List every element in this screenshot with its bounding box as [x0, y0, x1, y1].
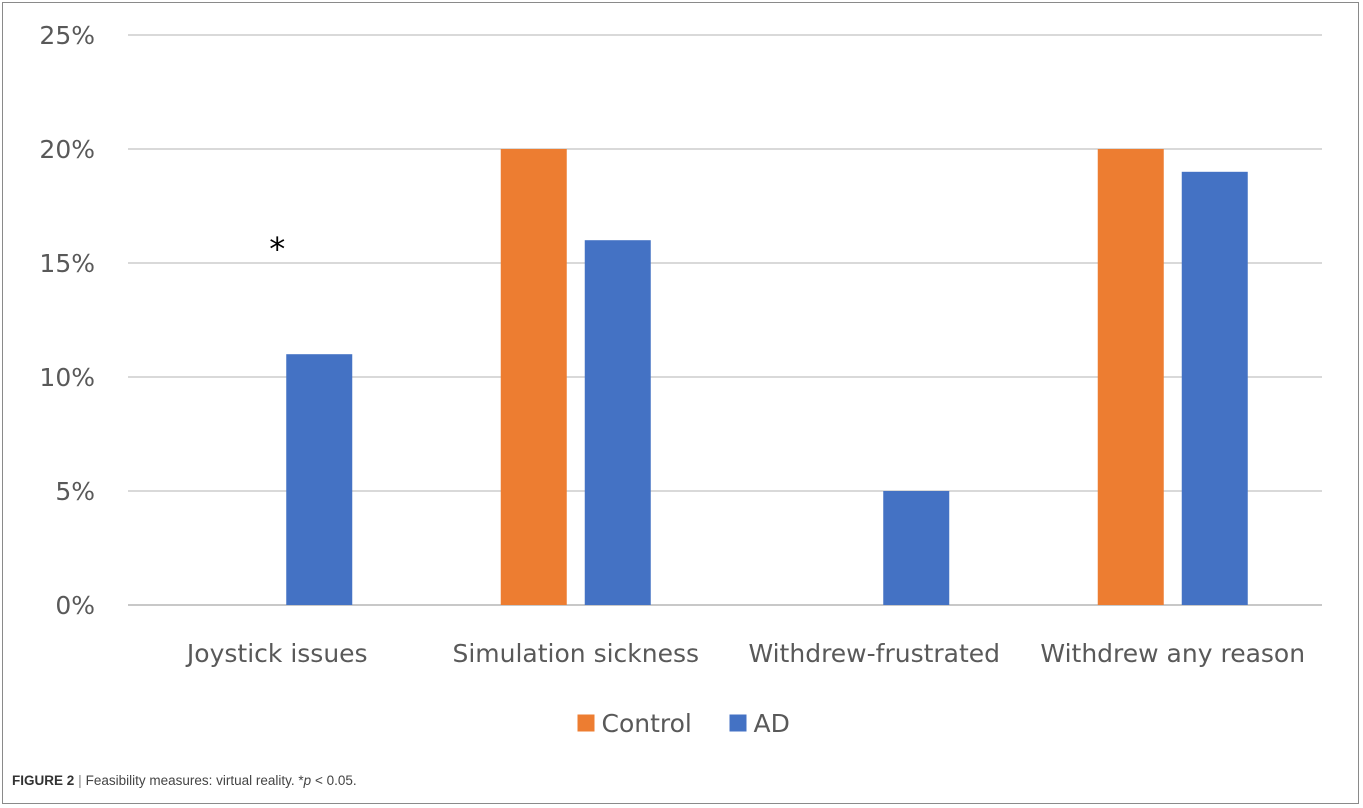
x-category-label: Withdrew-frustrated [748, 639, 1000, 668]
x-category-label: Joystick issues [185, 639, 368, 668]
y-tick-label: 5% [55, 477, 95, 506]
bar-ad-3 [1181, 171, 1248, 606]
significance-annotation: * [269, 230, 285, 268]
caption-text: Feasibility measures: virtual reality. [85, 773, 299, 788]
y-tick-label: 10% [39, 363, 95, 392]
legend-swatch-ad [729, 714, 747, 732]
bar-control-3 [1097, 149, 1164, 605]
legend-label-control: Control [602, 709, 692, 738]
figure-caption: FIGURE 2 | Feasibility measures: virtual… [12, 773, 357, 788]
x-category-label: Simulation sickness [452, 639, 699, 668]
bar-ad-0 [286, 354, 353, 605]
bars [286, 149, 1248, 606]
y-tick-label: 0% [55, 591, 95, 620]
y-tick-label: 15% [39, 249, 95, 278]
legend: Control AD [577, 709, 790, 738]
caption-star: * [298, 773, 304, 788]
caption-tail: < 0.05. [311, 773, 357, 788]
bar-ad-1 [584, 240, 651, 605]
x-axis-category-labels: Joystick issues Simulation sickness Withdr… [185, 639, 1305, 668]
y-tick-label: 20% [39, 135, 95, 164]
legend-label-ad: AD [754, 709, 790, 738]
legend-swatch-control [577, 714, 595, 732]
bar-ad-2 [883, 491, 950, 605]
annotations: * [269, 230, 285, 268]
caption-p: p [303, 773, 312, 788]
caption-label: FIGURE 2 [12, 773, 75, 788]
y-axis-tick-labels: 0% 5% 10% 15% 20% 25% [39, 21, 95, 620]
y-tick-label: 25% [39, 21, 95, 50]
caption-separator: | [78, 773, 82, 788]
bar-control-1 [500, 149, 567, 605]
x-category-label: Withdrew any reason [1040, 639, 1305, 668]
